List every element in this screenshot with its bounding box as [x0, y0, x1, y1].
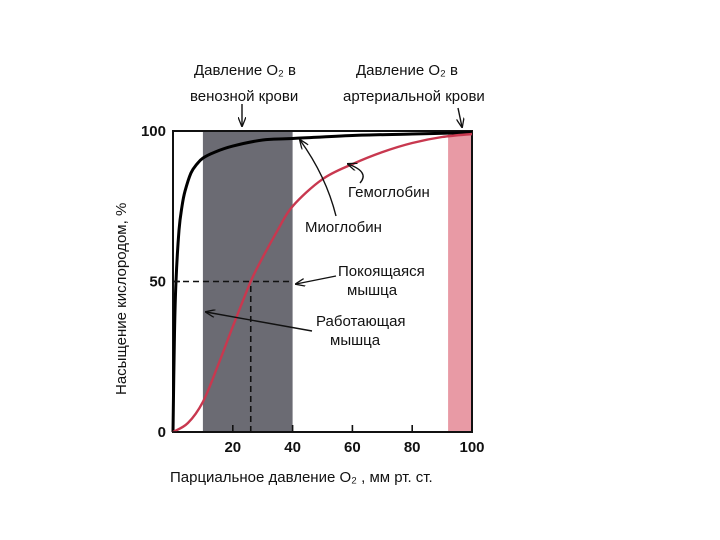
- myoglobin-curve: [171, 131, 473, 433]
- arterial-band: [448, 131, 472, 432]
- arterial-label-line1: Давление О₂ в: [356, 62, 458, 79]
- y-axis-title: Насыщение кислородом, %: [113, 203, 130, 395]
- arterial-label-line2: артериальной крови: [343, 88, 485, 105]
- working-arrow: [206, 312, 313, 332]
- x-tick-label: 100: [459, 439, 484, 456]
- hemoglobin-label: Гемоглобин: [348, 184, 430, 201]
- resting-label-line1: Покоящаяся: [338, 263, 425, 280]
- y-tick-label: 50: [149, 274, 166, 291]
- resting-label-line2: мышца: [347, 282, 398, 299]
- y-tick-label: 0: [158, 424, 166, 441]
- hemoglobin-curve: [172, 132, 473, 434]
- venous-label-line1: Давление О₂ в: [194, 62, 296, 79]
- x-tick-label: 20: [224, 439, 241, 456]
- working-label-line1: Работающая: [316, 313, 406, 330]
- y-tick-label: 100: [141, 123, 166, 140]
- resting-arrow: [296, 275, 337, 284]
- x-tick-label: 60: [344, 439, 361, 456]
- x-axis-title: Парциальное давление О₂ , мм рт. ст.: [170, 469, 433, 486]
- myoglobin-label: Миоглобин: [305, 219, 382, 236]
- arterial-arrow: [458, 107, 462, 127]
- venous-label-line2: венозной крови: [190, 88, 298, 105]
- myoglobin-arrow: [300, 140, 337, 217]
- x-tick-label: 80: [404, 439, 421, 456]
- hemoglobin-arrow: [348, 164, 364, 184]
- working-label-line2: мышца: [330, 332, 381, 349]
- x-tick-label: 40: [284, 439, 301, 456]
